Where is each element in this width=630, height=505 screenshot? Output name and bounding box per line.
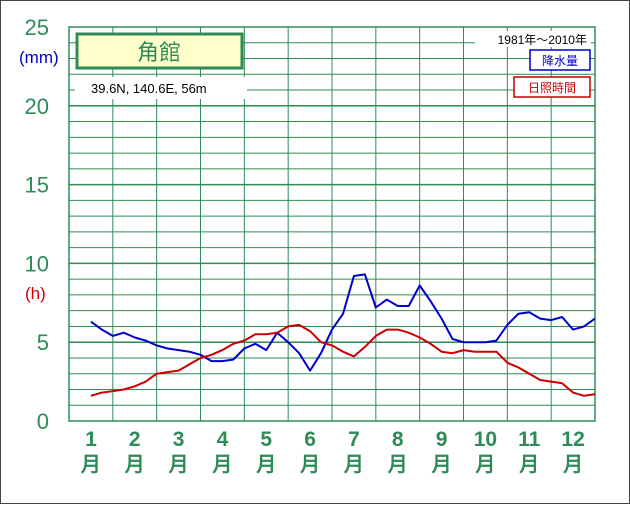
y-axis-ticks: 0 5 10 15 20 25 bbox=[25, 15, 49, 434]
month-suffix: 月 bbox=[562, 452, 583, 476]
month-label: 7 bbox=[348, 428, 360, 451]
legend-sunshine-box bbox=[513, 76, 591, 98]
legend-precip-box bbox=[529, 49, 591, 71]
legend-precip: 降水量 bbox=[542, 54, 578, 68]
legend-sunshine: 日照時間 bbox=[528, 81, 576, 95]
month-suffix: 月 bbox=[211, 452, 232, 476]
y-unit-sunshine: (h) bbox=[25, 284, 46, 303]
month-label: 6 bbox=[304, 428, 316, 451]
month-label: 4 bbox=[217, 428, 229, 451]
month-label: 9 bbox=[436, 428, 448, 451]
month-suffix: 月 bbox=[474, 452, 495, 476]
month-label: 2 bbox=[129, 428, 141, 451]
station-box: 角館 bbox=[75, 32, 244, 70]
month-label: 8 bbox=[392, 428, 404, 451]
legend: 降水量 日照時間 bbox=[513, 49, 591, 98]
month-label: 11 bbox=[518, 428, 541, 451]
y-unit-precip: (mm) bbox=[19, 48, 59, 67]
month-label: 5 bbox=[260, 428, 272, 451]
coords-bg bbox=[75, 77, 247, 99]
month-label: 10 bbox=[474, 428, 497, 451]
month-suffix: 月 bbox=[124, 452, 145, 476]
series-sunshine-line bbox=[90, 323, 596, 397]
month-suffix: 月 bbox=[387, 452, 408, 476]
y-tick-label: 10 bbox=[25, 251, 49, 276]
month-suffix: 月 bbox=[518, 452, 539, 476]
y-tick-label: 25 bbox=[25, 15, 49, 40]
y-tick-label: 20 bbox=[25, 94, 49, 119]
month-suffix: 月 bbox=[431, 452, 452, 476]
month-label: 3 bbox=[173, 428, 185, 451]
month-label: 1 bbox=[85, 428, 97, 451]
y-tick-label: 15 bbox=[25, 173, 49, 198]
month-suffix: 月 bbox=[343, 452, 364, 476]
y-tick-label: 5 bbox=[37, 330, 49, 355]
station-name: 角館 bbox=[137, 41, 181, 66]
data-series bbox=[90, 273, 596, 397]
series-precipitation-line bbox=[90, 273, 596, 372]
month-suffix: 月 bbox=[80, 452, 101, 476]
month-suffix: 月 bbox=[255, 452, 276, 476]
month-suffix: 月 bbox=[299, 452, 320, 476]
period-label: 1981年〜2010年 bbox=[498, 33, 587, 47]
period-bg bbox=[475, 31, 591, 47]
month-suffix: 月 bbox=[168, 452, 189, 476]
month-label: 12 bbox=[561, 428, 584, 451]
station-coordinates: 39.6N, 140.6E, 56m bbox=[91, 81, 207, 96]
y-tick-label: 0 bbox=[37, 409, 49, 434]
